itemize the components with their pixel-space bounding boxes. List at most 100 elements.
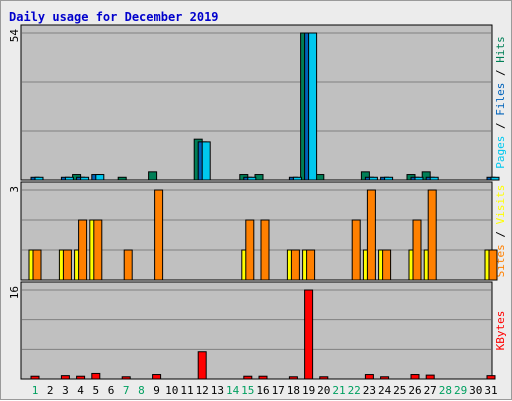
bar-kbytes-day-23 (364, 374, 374, 380)
bar-pages-day-12 (201, 141, 211, 181)
day-label-6: 6 (108, 384, 115, 397)
series-pages (34, 32, 500, 181)
day-label-12: 12 (196, 384, 209, 397)
y-max-label: 3 (8, 186, 21, 193)
bar-kbytes-day-4 (76, 375, 86, 380)
bar-kbytes-day-16 (258, 375, 268, 380)
day-label-27: 27 (424, 384, 437, 397)
day-label-25: 25 (393, 384, 406, 397)
day-label-14: 14 (226, 384, 240, 397)
bar-kbytes-day-26 (410, 374, 420, 380)
panel-pages-files-hits: 54 Pages / Files / Hits (8, 24, 507, 181)
bar-pages-day-24 (384, 176, 394, 181)
side-label-part: Pages (494, 136, 507, 169)
y-max-label: 54 (8, 29, 21, 43)
bar-kbytes-day-15 (243, 375, 253, 380)
bar-kbytes-day-9 (152, 374, 162, 380)
day-label-29: 29 (454, 384, 467, 397)
bar-kbytes-day-3 (60, 375, 70, 380)
bar-sites-day-7 (123, 249, 133, 281)
bar-sites-day-31 (488, 249, 498, 281)
bar-sites-day-9 (154, 189, 164, 281)
day-label-31: 31 (484, 384, 497, 397)
day-label-28: 28 (439, 384, 452, 397)
day-label-30: 30 (469, 384, 482, 397)
bar-sites-day-5 (93, 219, 103, 281)
day-label-19: 19 (302, 384, 315, 397)
bar-kbytes-day-1 (30, 375, 40, 380)
side-label-part: Visits (494, 185, 507, 225)
bar-pages-day-26 (414, 176, 424, 181)
day-label-4: 4 (77, 384, 84, 397)
bar-kbytes-day-18 (288, 376, 298, 380)
bar-sites-day-27 (427, 189, 437, 281)
day-label-3: 3 (62, 384, 69, 397)
bar-pages-day-4 (80, 176, 90, 181)
day-label-17: 17 (272, 384, 285, 397)
bar-pages-day-1 (34, 176, 44, 181)
day-label-20: 20 (317, 384, 330, 397)
day-label-21: 21 (332, 384, 345, 397)
bar-pages-day-18 (292, 176, 302, 181)
day-label-13: 13 (211, 384, 224, 397)
bar-sites-day-16 (260, 219, 270, 281)
bar-hits-day-7 (117, 176, 127, 181)
side-label: KBytes (494, 311, 507, 351)
side-label-part: / (494, 224, 507, 244)
bar-pages-day-15 (247, 176, 257, 181)
day-label-11: 11 (180, 384, 193, 397)
y-max-label: 16 (8, 286, 21, 299)
day-label-16: 16 (256, 384, 269, 397)
side-label-part: / (494, 116, 507, 136)
bar-pages-day-27 (429, 176, 439, 181)
day-label-22: 22 (348, 384, 361, 397)
chart-title: Daily usage for December 2019 (9, 10, 219, 24)
panel-kbytes: 16 KBytes (8, 281, 507, 380)
day-label-2: 2 (47, 384, 54, 397)
bar-kbytes-day-20 (319, 376, 329, 380)
bar-pages-day-3 (64, 176, 74, 181)
bar-sites-day-3 (62, 249, 72, 281)
bar-sites-day-18 (290, 249, 300, 281)
bar-sites-day-1 (32, 249, 42, 281)
day-label-26: 26 (408, 384, 421, 397)
bar-kbytes-day-19 (304, 289, 314, 380)
day-label-1: 1 (32, 384, 39, 397)
side-label-part: Hits (494, 36, 507, 63)
bar-sites-day-15 (245, 219, 255, 281)
day-label-23: 23 (363, 384, 376, 397)
day-label-10: 10 (165, 384, 178, 397)
panel-background (20, 24, 493, 181)
bar-sites-day-22 (351, 219, 361, 281)
side-label-part: / (494, 63, 507, 83)
day-label-5: 5 (92, 384, 99, 397)
series-kbytes (30, 289, 496, 380)
bar-kbytes-day-5 (91, 372, 101, 380)
panel-background (20, 281, 493, 380)
series-sites (32, 189, 498, 281)
side-label-part: KBytes (494, 311, 507, 351)
bar-kbytes-day-7 (121, 376, 131, 380)
bar-sites-day-23 (366, 189, 376, 281)
bar-sites-day-4 (78, 219, 88, 281)
bar-sites-day-19 (306, 249, 316, 281)
bar-kbytes-day-24 (380, 376, 390, 380)
bar-sites-day-24 (382, 249, 392, 281)
day-label-15: 15 (241, 384, 254, 397)
day-label-7: 7 (123, 384, 130, 397)
side-label: Pages / Files / Hits (494, 36, 507, 169)
day-labels: 1 2 3 4 5 6 7 8 9 10 11 12 13 14 15 16 17 18 19 20 21 22 23 24 2… (32, 384, 498, 397)
day-label-18: 18 (287, 384, 300, 397)
day-label-9: 9 (153, 384, 160, 397)
bar-hits-day-9 (148, 171, 158, 181)
day-label-8: 8 (138, 384, 145, 397)
day-label-24: 24 (378, 384, 392, 397)
bar-sites-day-26 (412, 219, 422, 281)
bar-kbytes-day-31 (486, 375, 496, 380)
bar-pages-day-5 (95, 174, 105, 181)
bar-pages-day-19 (308, 32, 318, 181)
